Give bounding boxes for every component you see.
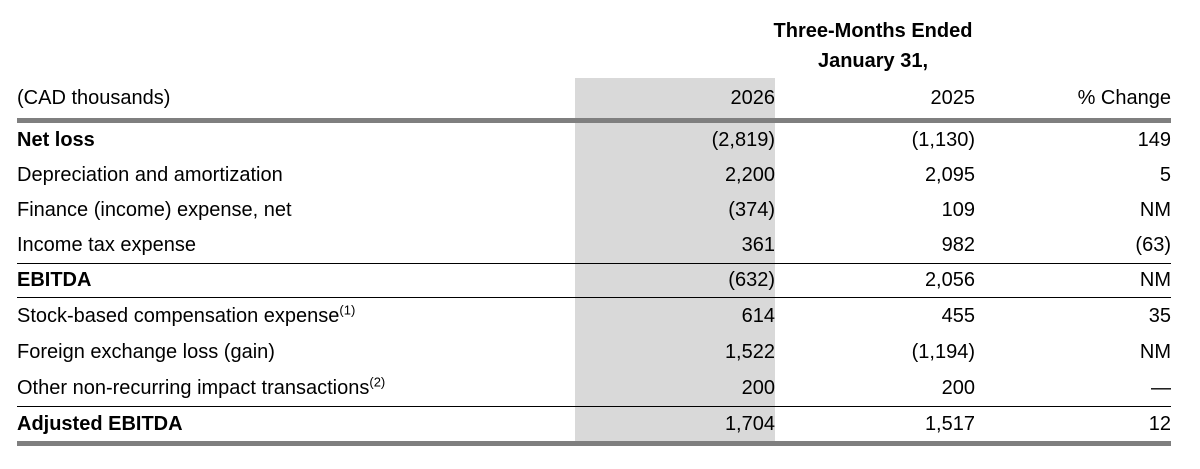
- value-2025: 1,517: [924, 412, 975, 435]
- value-2026: (632): [575, 263, 775, 298]
- value-pct-change: 149: [1137, 129, 1171, 151]
- value-2026: 1,522: [575, 334, 775, 370]
- financial-table: (CAD thousands) 2026 2025 % Change Net l…: [17, 78, 1171, 446]
- value-2026: (374): [575, 193, 775, 228]
- value-2026: 200: [575, 370, 775, 407]
- row-label: Net loss: [17, 129, 95, 151]
- value-pct-change: NM: [1139, 199, 1171, 221]
- value-2026: 361: [575, 228, 775, 264]
- column-header-pct-change: % Change: [1077, 86, 1171, 109]
- period-header: Three-Months Ended January 31,: [575, 16, 1171, 76]
- table-row: Stock-based compensation expense(1) 614 …: [17, 297, 1171, 334]
- table-row: Foreign exchange loss (gain) 1,522 (1,19…: [17, 334, 1171, 370]
- value-2025: 982: [941, 234, 975, 256]
- value-2025: 200: [941, 376, 975, 399]
- table-row: Finance (income) expense, net (374) 109 …: [17, 193, 1171, 228]
- footnote-marker: (2): [369, 373, 386, 389]
- unit-label: (CAD thousands): [17, 86, 171, 109]
- row-label: Foreign exchange loss (gain): [17, 340, 275, 363]
- value-2026: (2,819): [575, 120, 775, 158]
- table-row: Net loss (2,819) (1,130) 149: [17, 120, 1171, 158]
- table-row: Other non-recurring impact transactions(…: [17, 370, 1171, 407]
- table-row: Adjusted EBITDA 1,704 1,517 12: [17, 406, 1171, 444]
- period-header-line2: January 31,: [817, 50, 929, 72]
- value-2025: 2,095: [924, 164, 975, 186]
- value-2025: (1,130): [911, 129, 975, 151]
- table-row: EBITDA (632) 2,056 NM: [17, 263, 1171, 298]
- row-label: Depreciation and amortization: [17, 164, 283, 186]
- table-row: Income tax expense 361 982 (63): [17, 228, 1171, 264]
- value-pct-change: 35: [1148, 304, 1171, 327]
- value-pct-change: NM: [1139, 269, 1171, 291]
- period-header-line1: Three-Months Ended: [773, 20, 973, 42]
- table-header-row: (CAD thousands) 2026 2025 % Change: [17, 78, 1171, 121]
- row-label: Stock-based compensation expense(1): [17, 301, 356, 327]
- table-row: Depreciation and amortization 2,200 2,09…: [17, 158, 1171, 193]
- value-2026: 2,200: [575, 158, 775, 193]
- value-2025: 109: [941, 199, 975, 221]
- value-2026: 614: [575, 297, 775, 334]
- row-label: EBITDA: [17, 269, 92, 291]
- value-2025: 455: [941, 304, 975, 327]
- row-label: Other non-recurring impact transactions(…: [17, 373, 386, 399]
- value-pct-change: NM: [1139, 340, 1171, 363]
- value-pct-change: 12: [1148, 412, 1171, 435]
- value-2025: (1,194): [911, 340, 975, 363]
- footnote-marker: (1): [339, 301, 356, 317]
- row-label: Adjusted EBITDA: [17, 412, 183, 435]
- value-2026: 1,704: [575, 406, 775, 444]
- row-label: Finance (income) expense, net: [17, 199, 292, 221]
- column-header-2026: 2026: [575, 78, 775, 121]
- table-body: Net loss (2,819) (1,130) 149 Depreciatio…: [17, 120, 1171, 444]
- column-header-2025: 2025: [930, 86, 976, 109]
- row-label: Income tax expense: [17, 234, 196, 256]
- value-pct-change: (63): [1135, 234, 1171, 256]
- value-2025: 2,056: [924, 269, 975, 291]
- value-pct-change: 5: [1159, 164, 1171, 186]
- value-pct-change: —: [1151, 376, 1171, 399]
